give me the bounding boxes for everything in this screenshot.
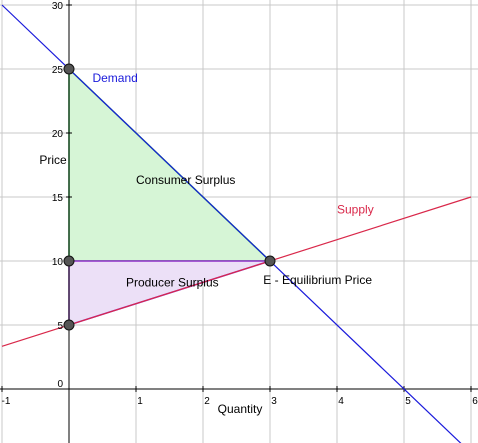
- y-axis-label: Price: [39, 153, 67, 167]
- data-point: [63, 63, 75, 75]
- data-point: [63, 319, 75, 331]
- y-tick-label: 10: [52, 257, 64, 268]
- data-point: [264, 255, 276, 267]
- x-tick-label: 2: [204, 396, 210, 407]
- equilibrium-label: E - Equilibrium Price: [263, 273, 372, 287]
- x-tick-label: 1: [137, 396, 143, 407]
- surplus-region-label: Consumer Surplus: [136, 173, 235, 187]
- x-tick-label: 3: [271, 396, 277, 407]
- x-tick-label: 5: [405, 396, 411, 407]
- series-line-demand: [1, 4, 462, 443]
- data-point: [63, 255, 75, 267]
- x-tick-label: 6: [472, 396, 478, 407]
- series-label-demand: Demand: [92, 71, 137, 85]
- series-label-supply: Supply: [337, 203, 374, 217]
- x-axis-label: Quantity: [218, 402, 263, 416]
- chart-labels: Quantity Price Consumer Surplus Producer …: [2, 1, 478, 416]
- y-tick-label: 15: [52, 193, 64, 204]
- y-tick-label: 0: [57, 379, 63, 390]
- y-tick-label: 25: [52, 65, 64, 76]
- surplus-region-label: Producer Surplus: [126, 276, 219, 290]
- x-tick-label: -1: [2, 396, 11, 407]
- series-line-supply: [1, 196, 472, 347]
- y-tick-label: 5: [57, 321, 63, 332]
- y-tick-label: 20: [52, 129, 64, 140]
- y-tick-label: 30: [52, 1, 64, 12]
- series-lines: [1, 4, 472, 443]
- data-points: [63, 63, 276, 331]
- x-tick-label: 4: [338, 396, 344, 407]
